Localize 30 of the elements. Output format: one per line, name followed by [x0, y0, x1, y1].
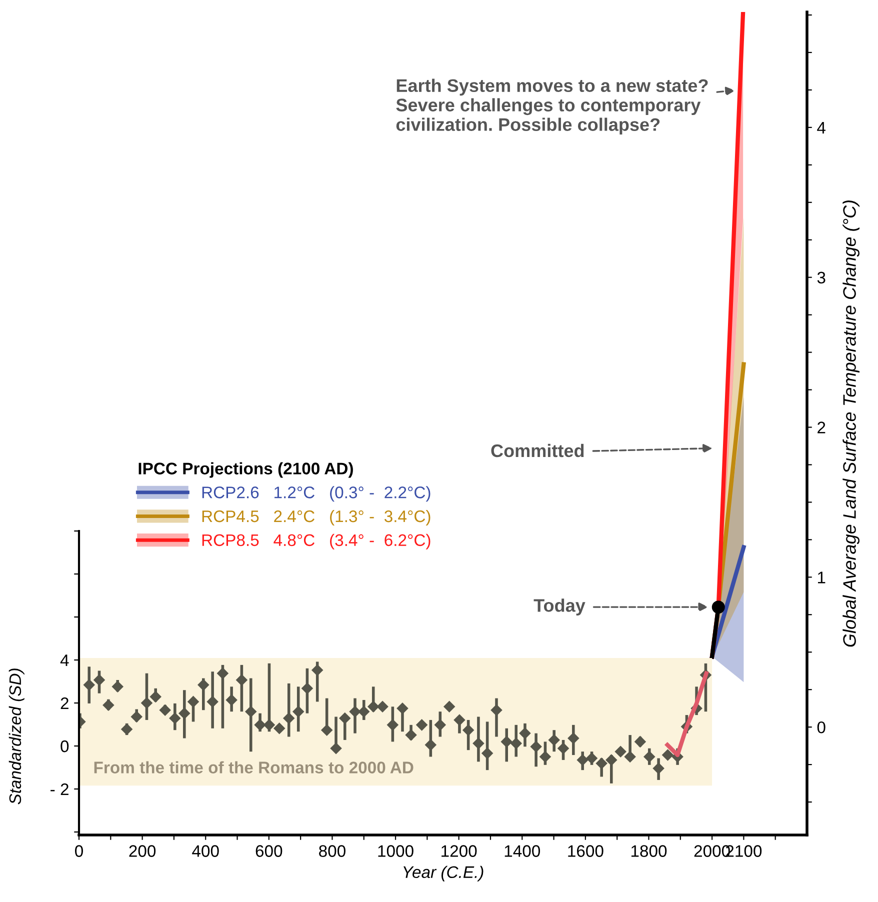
y2-tick-label: 3: [817, 272, 826, 284]
x-tick-label: 1000: [378, 845, 414, 857]
y2-tick-label: 0: [817, 721, 826, 734]
x-tick-label: 1600: [568, 845, 604, 857]
x-tick-label: 800: [319, 845, 346, 857]
x-tick-label: 600: [256, 845, 282, 857]
y-tick-label: 0: [60, 740, 69, 752]
annotation: Today: [534, 598, 586, 616]
y-tick-label: - 2: [50, 783, 68, 796]
y-axis-title: Standardized (SD): [8, 668, 24, 804]
legend-label: RCP8.5 4.8°C (3.4° - 6.2°C): [202, 534, 430, 550]
y2-tick-label: 2: [818, 422, 826, 434]
annotation: Earth System moves to a new state? Severe challenges to contemporary civilization. Possible collapse?: [396, 78, 708, 135]
legend-label: RCP2.6 1.2°C (0.3° - 2.2°C): [202, 486, 430, 502]
x-tick-label: 0: [75, 845, 83, 857]
y2-axis-title: Global Average Land Surface Temperature Change (°C): [842, 200, 860, 647]
y2-tick-label: 1: [818, 572, 826, 584]
x-tick-label: 200: [129, 845, 156, 857]
x-tick-label: 400: [192, 845, 219, 857]
y-tick-label: 2: [60, 697, 68, 710]
x-tick-label: 1200: [442, 845, 477, 857]
y2-tick-label: 4: [817, 122, 826, 134]
y-tick-label: 4: [60, 654, 69, 666]
legend-title: IPCC Projections (2100 AD): [138, 462, 353, 478]
x-tick-label: 1400: [504, 845, 540, 857]
annotation: Committed: [491, 444, 584, 458]
x-axis-title: Year (C.E.): [404, 866, 484, 882]
band-label: From the time of the Romans to 2000 AD: [94, 761, 414, 774]
legend-label: RCP4.5 2.4°C (1.3° - 3.4°C): [202, 510, 430, 526]
x-tick-label: 1800: [631, 845, 667, 857]
